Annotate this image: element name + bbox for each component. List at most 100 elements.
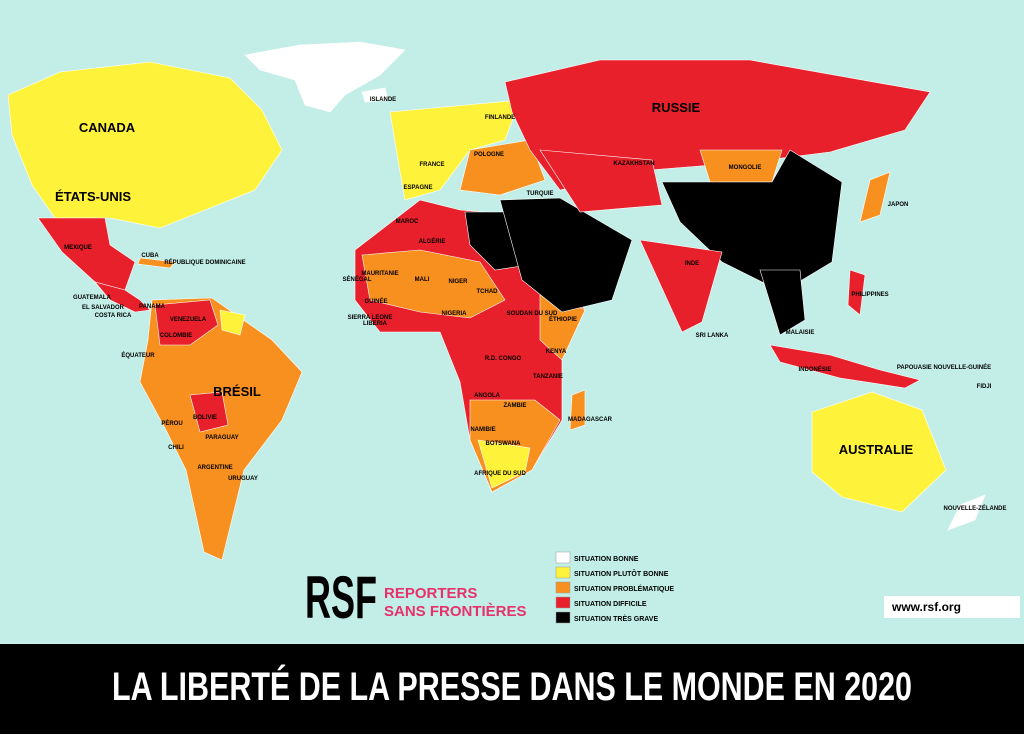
madagascar bbox=[569, 389, 586, 431]
legend-swatch bbox=[555, 566, 571, 579]
label: NIGER bbox=[448, 279, 468, 285]
label: PARAGUAY bbox=[205, 435, 238, 441]
label: MEXIQUE bbox=[64, 245, 92, 251]
label: LIBERIA bbox=[363, 321, 388, 327]
label: PHILIPPINES bbox=[851, 292, 888, 298]
legend-label: SITUATION DIFFICILE bbox=[574, 601, 647, 608]
label: ÉQUATEUR bbox=[121, 351, 155, 359]
label: SIERRA LEONE bbox=[348, 315, 393, 321]
label: AUSTRALIE bbox=[839, 442, 914, 457]
south-africa bbox=[477, 439, 531, 489]
middle-east bbox=[499, 197, 633, 313]
label: MAURITANIE bbox=[361, 271, 398, 277]
label: NOUVELLE-ZÉLANDE bbox=[944, 504, 1007, 512]
label: ÉTHIOPIE bbox=[549, 315, 577, 323]
label: TANZANIE bbox=[533, 374, 563, 380]
logo-line: REPORTERS bbox=[384, 585, 477, 602]
logo-mark: RSF bbox=[305, 564, 377, 631]
logo-line: SANS FRONTIÈRES bbox=[384, 603, 527, 620]
label: FRANCE bbox=[420, 162, 445, 168]
label: KAZAKHSTAN bbox=[613, 161, 654, 167]
label: PAPOUASIE NOUVELLE-GUINÉE bbox=[897, 363, 991, 371]
label: KENYA bbox=[546, 349, 567, 355]
legend-label: SITUATION PROBLÉMATIQUE bbox=[574, 584, 674, 593]
australia bbox=[811, 391, 947, 513]
label: TCHAD bbox=[477, 289, 499, 295]
china bbox=[661, 149, 843, 293]
japan bbox=[859, 171, 891, 223]
logo: RSF REPORTERS SANS FRONTIÈRES bbox=[305, 564, 527, 631]
legend-label: SITUATION TRÈS GRAVE bbox=[574, 614, 658, 623]
europe-east bbox=[459, 139, 546, 196]
indonesia bbox=[769, 344, 921, 389]
label: BRÉSIL bbox=[213, 384, 261, 399]
label: INDONÉSIE bbox=[798, 365, 831, 373]
label: ALGÉRIE bbox=[419, 237, 446, 245]
label: FINLANDE bbox=[485, 115, 515, 121]
label: R.D. CONGO bbox=[485, 356, 522, 362]
legend: SITUATION BONNE SITUATION PLUTÔT BONNE SIT… bbox=[555, 551, 674, 624]
legend-swatch bbox=[555, 611, 571, 624]
guyanas bbox=[219, 309, 246, 336]
label: CUBA bbox=[141, 253, 159, 259]
url-box bbox=[884, 596, 1020, 618]
label: INDE bbox=[685, 261, 699, 267]
label: NIGERIA bbox=[441, 311, 467, 317]
label: MALI bbox=[415, 277, 430, 283]
legend-swatch bbox=[555, 581, 571, 594]
legend-swatch bbox=[555, 551, 571, 564]
label: POLOGNE bbox=[474, 152, 504, 158]
small-labels: MEXIQUE KAZAKHSTAN MONGOLIE INDE JAPON PHILIP… bbox=[64, 97, 1006, 512]
label: ANGOLA bbox=[474, 393, 501, 399]
legend-label: SITUATION PLUTÔT BONNE bbox=[574, 569, 669, 578]
label: COSTA RICA bbox=[95, 313, 132, 319]
label: BOLIVIE bbox=[193, 415, 217, 421]
label: GUINÉE bbox=[364, 297, 387, 305]
label: GUATEMALA bbox=[73, 295, 112, 301]
north-america bbox=[7, 61, 283, 229]
countries bbox=[7, 41, 986, 561]
label: ESPAGNE bbox=[404, 185, 433, 191]
label: TURQUIE bbox=[527, 191, 554, 197]
label: VENEZUELA bbox=[170, 317, 207, 323]
label: PÉROU bbox=[161, 419, 182, 427]
label: CHILI bbox=[168, 445, 184, 451]
label: MONGOLIE bbox=[729, 165, 762, 171]
label: AFRIQUE DU SUD bbox=[474, 471, 526, 477]
philippines bbox=[847, 269, 866, 316]
label: MADAGASCAR bbox=[568, 417, 613, 423]
greenland bbox=[244, 41, 406, 113]
label: ISLANDE bbox=[370, 97, 396, 103]
southeast-asia bbox=[759, 269, 806, 336]
label: SÉNÉGAL bbox=[342, 275, 371, 283]
label: JAPON bbox=[888, 202, 909, 208]
label: ÉTATS-UNIS bbox=[55, 189, 131, 204]
label: NAMIBIE bbox=[470, 427, 495, 433]
caribbean bbox=[137, 257, 176, 269]
title: LA LIBERTÉ DE LA PRESSE DANS LE MONDE EN… bbox=[112, 664, 912, 709]
label: COLOMBIE bbox=[160, 333, 192, 339]
central-america bbox=[94, 281, 151, 313]
label: MALAISIE bbox=[786, 330, 815, 336]
legend-label: SITUATION BONNE bbox=[574, 556, 639, 563]
label: EL SALVADOR bbox=[82, 305, 125, 311]
iceland bbox=[361, 87, 389, 103]
legend-swatch bbox=[555, 596, 571, 609]
label: CANADA bbox=[79, 120, 136, 135]
venezuela-colombia bbox=[154, 299, 219, 346]
label: RÉPUBLIQUE DOMINICAINE bbox=[164, 258, 245, 266]
sahel bbox=[361, 249, 506, 319]
south-america bbox=[139, 297, 303, 561]
new-zealand bbox=[947, 494, 986, 531]
label: RUSSIE bbox=[652, 100, 701, 115]
title-bar bbox=[0, 644, 1024, 734]
url: www.rsf.org bbox=[891, 600, 961, 614]
label: BOTSWANA bbox=[486, 441, 522, 447]
label: SOUDAN DU SUD bbox=[507, 311, 558, 317]
bolivia bbox=[189, 391, 229, 433]
label: URUGUAY bbox=[228, 476, 258, 482]
central-asia bbox=[539, 149, 663, 213]
label: MAROC bbox=[396, 219, 419, 225]
label: SRI LANKA bbox=[696, 333, 729, 339]
